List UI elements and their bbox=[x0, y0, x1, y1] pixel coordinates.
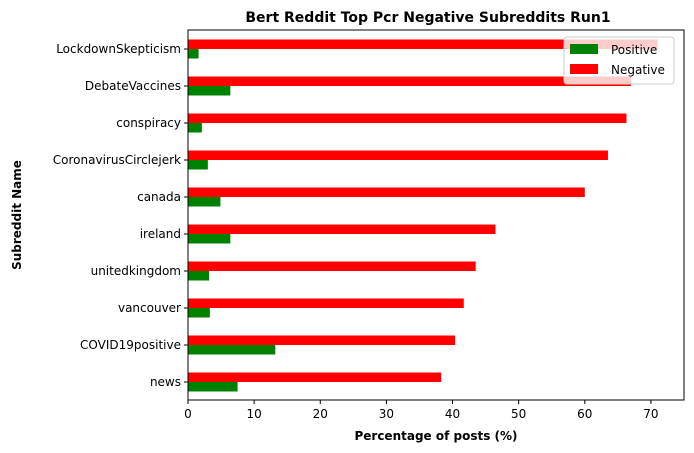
x-tick-label: 70 bbox=[643, 407, 658, 421]
legend-label-positive: Positive bbox=[611, 43, 657, 57]
x-tick-label: 60 bbox=[577, 407, 592, 421]
bar-negative-LockdownSkepticism bbox=[188, 39, 658, 49]
bar-negative-ireland bbox=[188, 224, 496, 234]
bar-positive-COVID19positive bbox=[188, 345, 276, 355]
x-tick-label: 30 bbox=[379, 407, 394, 421]
x-tick-label: 40 bbox=[445, 407, 460, 421]
legend-swatch-positive bbox=[570, 44, 598, 54]
x-tick-label: 0 bbox=[184, 407, 192, 421]
bars-layer bbox=[188, 39, 658, 392]
x-tick-label: 20 bbox=[313, 407, 328, 421]
bar-negative-CoronavirusCirclejerk bbox=[188, 150, 608, 160]
bar-negative-conspiracy bbox=[188, 113, 627, 123]
bar-positive-conspiracy bbox=[188, 123, 202, 133]
bar-positive-CoronavirusCirclejerk bbox=[188, 160, 208, 170]
bar-positive-unitedkingdom bbox=[188, 271, 210, 281]
y-tick-label: unitedkingdom bbox=[91, 264, 181, 278]
x-tick-label: 50 bbox=[511, 407, 526, 421]
y-tick-label: CoronavirusCirclejerk bbox=[53, 153, 181, 167]
y-tick-label: conspiracy bbox=[116, 116, 181, 130]
bar-positive-vancouver bbox=[188, 308, 210, 318]
bar-negative-DebateVaccines bbox=[188, 76, 632, 86]
plot-frame bbox=[187, 29, 685, 401]
y-tick-label: vancouver bbox=[118, 301, 181, 315]
bar-negative-vancouver bbox=[188, 298, 464, 308]
y-tick-label: LockdownSkepticism bbox=[56, 42, 181, 56]
bar-negative-news bbox=[188, 372, 442, 382]
x-axis-label: Percentage of posts (%) bbox=[354, 429, 517, 443]
y-tick-label: ireland bbox=[140, 227, 181, 241]
y-tick-label: DebateVaccines bbox=[85, 79, 181, 93]
bar-positive-canada bbox=[188, 197, 221, 207]
bar-positive-news bbox=[188, 382, 238, 392]
x-tick-label: 10 bbox=[246, 407, 261, 421]
y-tick-label: canada bbox=[137, 190, 181, 204]
y-tick-label: news bbox=[150, 375, 181, 389]
bar-positive-ireland bbox=[188, 234, 231, 244]
bar-negative-COVID19positive bbox=[188, 335, 456, 345]
legend-swatch-negative bbox=[570, 64, 598, 74]
legend-label-negative: Negative bbox=[611, 63, 665, 77]
legend: Positive Negative bbox=[563, 36, 675, 85]
y-tick-label: COVID19positive bbox=[80, 338, 181, 352]
bar-negative-unitedkingdom bbox=[188, 261, 476, 271]
bar-positive-LockdownSkepticism bbox=[188, 49, 199, 59]
y-axis: news COVID19positive vancouver unitedkingdo… bbox=[53, 42, 188, 389]
bar-negative-canada bbox=[188, 187, 585, 197]
x-axis: 0 10 20 30 40 50 60 70 bbox=[184, 400, 659, 421]
bar-positive-DebateVaccines bbox=[188, 86, 231, 96]
y-axis-label: Subreddit Name bbox=[10, 160, 24, 270]
chart-title: Bert Reddit Top Pcr Negative Subreddits … bbox=[245, 10, 610, 26]
